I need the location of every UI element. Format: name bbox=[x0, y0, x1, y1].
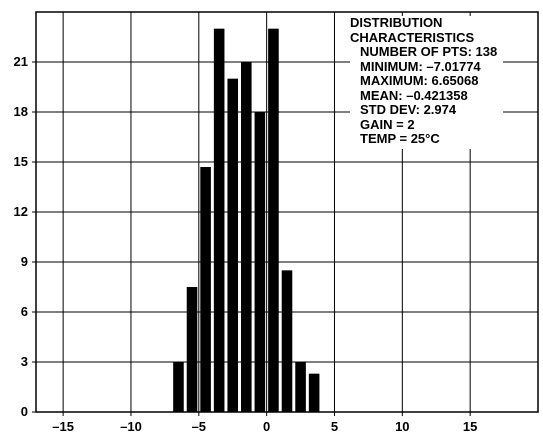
stats-std-dev: STD DEV: 2.974 bbox=[360, 102, 457, 117]
y-tick-label: 21 bbox=[14, 54, 28, 69]
x-tick-label: 0 bbox=[263, 419, 270, 434]
y-tick-label: 6 bbox=[21, 304, 28, 319]
stats-mean: MEAN: –0.421358 bbox=[360, 87, 468, 103]
x-tick-label: –15 bbox=[52, 419, 74, 434]
histogram-bar bbox=[241, 62, 252, 412]
histogram-bar bbox=[281, 270, 293, 412]
histogram-bar bbox=[295, 362, 306, 412]
x-tick-label: –10 bbox=[120, 419, 142, 434]
y-tick-label: 3 bbox=[21, 354, 28, 369]
y-tick-label: 9 bbox=[21, 254, 28, 269]
stats-number-of-points: NUMBER OF PTS: 138 bbox=[360, 44, 498, 59]
histogram-bar bbox=[254, 112, 266, 412]
y-axis-ticks: 0 3 6 9 12 15 18 21 bbox=[14, 54, 36, 419]
plot-frame bbox=[35, 11, 539, 413]
stats-heading-line-2: CHARACTERISTICS bbox=[350, 29, 475, 45]
stats-maximum: MAXIMUM: 6.65068 bbox=[360, 73, 479, 88]
histogram-bar bbox=[186, 287, 198, 412]
y-tick-label: 0 bbox=[21, 404, 28, 419]
y-tick-label: 15 bbox=[14, 154, 28, 169]
y-tick-label: 18 bbox=[14, 104, 28, 119]
x-tick-label: 5 bbox=[331, 419, 338, 434]
histogram-bar bbox=[227, 78, 239, 413]
stats-temp: TEMP = 25°C bbox=[360, 131, 440, 146]
histogram-bar bbox=[308, 373, 320, 412]
histogram-bars bbox=[173, 28, 320, 413]
x-tick-label: 10 bbox=[395, 419, 409, 434]
stats-heading-line-1: DISTRIBUTION bbox=[350, 15, 443, 30]
stats-gain: GAIN = 2 bbox=[360, 116, 415, 132]
histogram-bar bbox=[268, 28, 279, 413]
histogram-bar bbox=[200, 167, 211, 412]
x-tick-label: 15 bbox=[463, 419, 477, 434]
x-tick-label: –5 bbox=[192, 419, 206, 434]
distribution-stats-box: DISTRIBUTION CHARACTERISTICS NUMBER OF P… bbox=[350, 15, 504, 149]
histogram-bar bbox=[173, 362, 184, 412]
stats-minimum: MINIMUM: –7.01774 bbox=[360, 58, 481, 74]
histogram-bar bbox=[213, 28, 225, 413]
y-tick-label: 12 bbox=[14, 204, 28, 219]
x-axis-ticks: –15 –10 –5 0 5 10 15 bbox=[52, 412, 477, 434]
